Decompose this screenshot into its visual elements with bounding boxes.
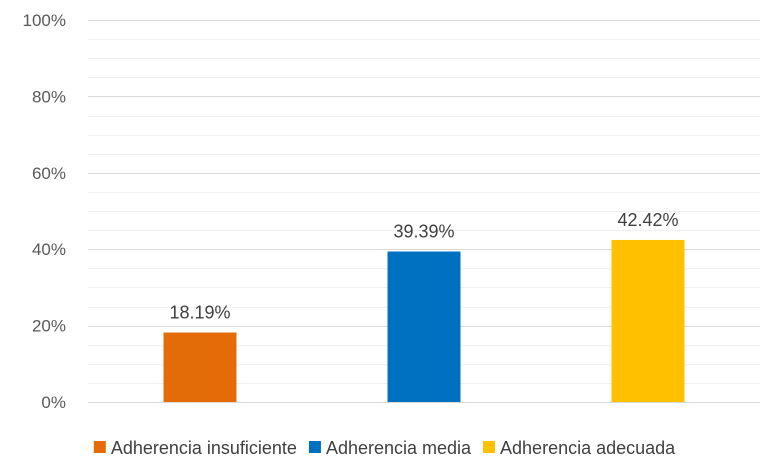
bar xyxy=(387,251,461,402)
data-label: 42.42% xyxy=(617,210,678,230)
legend-swatch xyxy=(483,441,496,453)
legend-label: Adherencia adecuada xyxy=(500,438,676,458)
legend-swatch xyxy=(308,441,321,453)
y-tick-label: 40% xyxy=(32,240,66,259)
legend-item: Adherencia insuficiente xyxy=(93,438,297,458)
y-tick-label: 60% xyxy=(32,164,66,183)
bars xyxy=(163,239,685,402)
y-tick-label: 20% xyxy=(32,317,66,336)
y-tick-label: 100% xyxy=(23,11,66,30)
y-axis-ticks: 0% 20% 40% 60% 80% 100% xyxy=(23,11,66,412)
bar xyxy=(163,332,237,402)
legend: Adherencia insuficiente Adherencia media A… xyxy=(93,438,676,458)
data-labels: 18.19% 39.39% 42.42% xyxy=(169,210,678,323)
data-label: 18.19% xyxy=(169,303,230,323)
legend-swatch xyxy=(93,441,106,453)
gridlines xyxy=(88,20,760,384)
legend-label: Adherencia media xyxy=(326,438,472,458)
legend-item: Adherencia media xyxy=(308,438,472,458)
legend-item: Adherencia adecuada xyxy=(483,438,676,458)
data-label: 39.39% xyxy=(393,222,454,242)
legend-label: Adherencia insuficiente xyxy=(111,438,297,458)
y-tick-label: 80% xyxy=(32,87,66,106)
bar xyxy=(611,239,685,402)
y-tick-label: 0% xyxy=(41,393,66,412)
